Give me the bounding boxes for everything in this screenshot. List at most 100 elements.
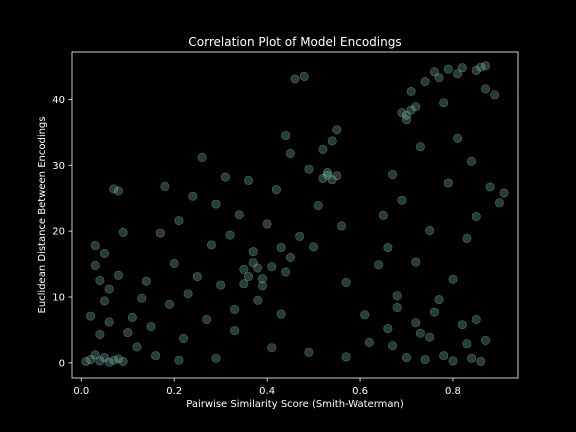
data-point (244, 175, 254, 185)
y-axis-label: Euclidean Distance Between Encodings (37, 117, 48, 314)
data-point (276, 243, 286, 253)
data-point (443, 64, 453, 74)
data-point (309, 242, 319, 252)
data-point (480, 61, 490, 71)
data-point (137, 293, 147, 303)
data-point (480, 335, 490, 345)
y-tick-label: 20 (52, 227, 65, 238)
x-tick-label: 0.6 (352, 386, 368, 397)
data-point (271, 185, 281, 195)
x-tick-label: 0.0 (73, 386, 89, 397)
data-point (285, 253, 295, 263)
data-point (425, 332, 435, 342)
data-point (457, 63, 467, 73)
data-point (364, 337, 374, 347)
data-point (174, 216, 184, 226)
data-point (318, 145, 328, 155)
x-tick-label: 0.4 (259, 386, 275, 397)
data-point (95, 356, 105, 366)
data-point (230, 304, 240, 314)
data-point (383, 243, 393, 253)
data-point (471, 314, 481, 324)
data-point (281, 131, 291, 141)
data-point (304, 347, 314, 357)
data-point (318, 173, 328, 183)
data-point (476, 356, 486, 366)
data-point (420, 355, 430, 365)
data-point (253, 295, 263, 305)
data-point (118, 228, 128, 238)
data-point (448, 356, 458, 366)
data-point (248, 247, 258, 257)
data-point (420, 77, 430, 87)
data-point (132, 342, 142, 352)
data-point (429, 307, 439, 317)
y-tick-label: 10 (52, 292, 65, 303)
data-point (453, 133, 463, 143)
data-point (401, 110, 411, 120)
data-point (453, 69, 463, 79)
data-point (439, 98, 449, 108)
data-point (127, 312, 137, 322)
data-point (415, 328, 425, 338)
data-point (104, 357, 114, 367)
data-point (104, 317, 114, 327)
data-point (179, 333, 189, 343)
data-point (383, 324, 393, 334)
chart-title: Correlation Plot of Model Encodings (188, 35, 401, 49)
data-point (183, 289, 193, 299)
data-point (425, 226, 435, 236)
data-point (123, 328, 133, 338)
data-point (239, 264, 249, 274)
data-point (480, 84, 490, 94)
data-point (216, 280, 226, 290)
data-point (114, 270, 124, 280)
data-point (406, 105, 416, 115)
data-point (304, 164, 314, 174)
data-point (471, 65, 481, 75)
data-point (211, 199, 221, 209)
data-point (109, 184, 119, 194)
data-point (327, 136, 337, 146)
data-point (462, 233, 472, 243)
data-point (86, 355, 96, 365)
data-point (443, 178, 453, 188)
data-point (248, 258, 258, 268)
data-point (415, 142, 425, 152)
data-point (109, 355, 119, 365)
data-point (332, 171, 342, 181)
data-point (327, 175, 337, 185)
plot-frame (71, 51, 519, 379)
data-point (104, 284, 114, 294)
data-point (151, 351, 161, 361)
data-point (188, 191, 198, 201)
data-point (429, 67, 439, 77)
data-point (90, 241, 100, 251)
data-point (95, 275, 105, 285)
data-point (267, 343, 277, 353)
data-point (192, 272, 202, 282)
data-point (197, 152, 207, 162)
data-point (341, 352, 351, 362)
data-point (336, 221, 346, 231)
data-point (457, 320, 467, 330)
data-point (397, 108, 407, 118)
data-point (313, 201, 323, 211)
data-point (466, 353, 476, 363)
data-point (290, 74, 300, 84)
data-point (401, 115, 411, 125)
data-point (267, 262, 277, 272)
data-point (100, 353, 110, 363)
data-point (86, 311, 96, 321)
data-point (230, 326, 240, 336)
data-point (434, 73, 444, 83)
data-point (411, 102, 421, 112)
x-axis-label: Pairwise Similarity Score (Smith-Waterma… (186, 399, 404, 410)
data-point (257, 281, 267, 291)
data-point (466, 156, 476, 166)
data-point (411, 318, 421, 328)
data-point (388, 341, 398, 351)
data-point (448, 274, 458, 284)
data-point (378, 210, 388, 220)
